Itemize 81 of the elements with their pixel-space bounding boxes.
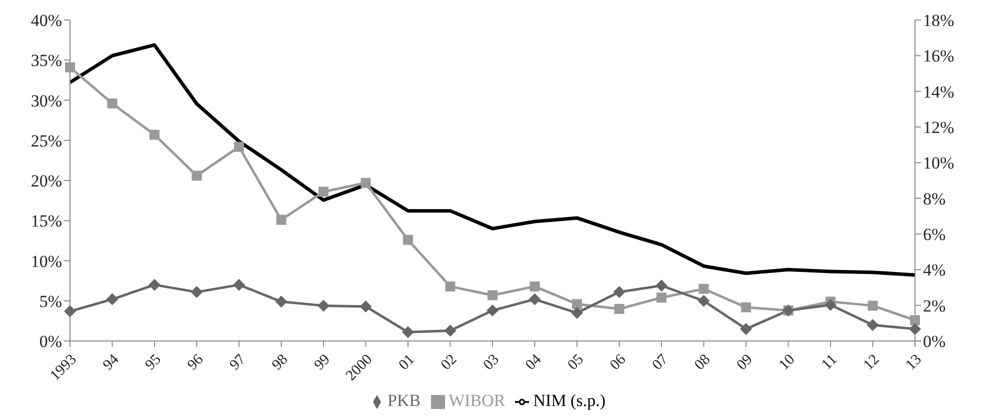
point — [65, 62, 75, 72]
x-tick-label: 01 — [396, 352, 418, 374]
x-tick-label: 10 — [776, 352, 798, 374]
y2-tick-label: 18% — [923, 11, 954, 30]
point — [107, 98, 118, 108]
x-tick-label: 97 — [226, 351, 250, 374]
point — [698, 294, 710, 307]
y2-tick-label: 6% — [923, 225, 946, 244]
point — [360, 178, 371, 188]
point — [910, 315, 920, 326]
point — [656, 292, 666, 303]
x-tick-label: 03 — [480, 352, 502, 374]
point — [318, 300, 330, 312]
y2-tick-label: 0% — [923, 332, 946, 352]
point — [488, 290, 498, 300]
point — [740, 322, 752, 335]
y-tick-label: 35% — [30, 51, 62, 70]
x-tick-label: 13 — [902, 352, 925, 374]
point — [741, 302, 751, 312]
point — [698, 284, 709, 294]
point — [571, 306, 583, 319]
y2-tick-label: 12% — [923, 118, 954, 138]
y2-tick-label: 2% — [923, 296, 946, 316]
y-tick-label: 5% — [39, 292, 62, 311]
y2-tick-label: 10% — [923, 154, 954, 173]
x-tick-label: 94 — [100, 351, 123, 374]
point — [613, 286, 626, 298]
x-tick-label: 11 — [818, 352, 840, 374]
x-tick-label: 02 — [438, 352, 460, 374]
x-tick-label: 99 — [311, 352, 334, 374]
point — [572, 299, 582, 310]
point — [106, 293, 118, 306]
point — [444, 324, 456, 337]
y2-tick-label: 14% — [923, 82, 954, 102]
y-tick-label: 15% — [30, 212, 62, 231]
point — [486, 304, 498, 317]
y-tick-label: 0% — [39, 332, 62, 352]
legend-label: WIBOR — [448, 391, 506, 410]
x-tick-label: 95 — [142, 352, 164, 374]
x-tick-label: 06 — [607, 351, 630, 374]
point — [909, 322, 921, 335]
x-tick-label: 04 — [522, 351, 546, 374]
point — [190, 286, 203, 298]
point — [360, 300, 372, 312]
x-tick-label: 09 — [734, 352, 756, 374]
legend-label: NIM (s.p.) — [533, 391, 606, 410]
point — [234, 142, 244, 152]
point — [403, 234, 413, 245]
x-tick-label: 08 — [692, 352, 714, 374]
y-tick-label: 20% — [30, 172, 62, 191]
y-tick-label: 30% — [30, 91, 62, 110]
point — [233, 278, 245, 291]
line-series — [68, 43, 917, 277]
y-tick-label: 25% — [30, 131, 62, 150]
point — [276, 214, 286, 225]
point — [318, 186, 328, 197]
point — [148, 278, 160, 291]
y2-tick-label: 4% — [923, 260, 946, 280]
x-tick-label: 05 — [564, 352, 587, 374]
point — [402, 326, 414, 338]
x-tick-label: 07 — [649, 351, 672, 374]
point — [614, 304, 624, 314]
point — [824, 298, 836, 311]
point — [656, 280, 668, 292]
legend-label: PKB — [388, 391, 421, 410]
y-tick-label: 10% — [30, 252, 62, 271]
point — [150, 130, 160, 140]
x-tick-label: 12 — [860, 352, 883, 374]
y-tick-label: 40% — [30, 11, 62, 30]
y2-tick-label: 8% — [923, 189, 946, 208]
point — [192, 170, 202, 181]
x-tick-label: 96 — [184, 351, 208, 374]
point — [530, 281, 540, 292]
y2-tick-label: 16% — [923, 46, 954, 66]
point — [445, 281, 456, 292]
point — [528, 293, 541, 306]
x-tick-label: 98 — [269, 352, 292, 374]
point — [866, 318, 879, 331]
point — [868, 300, 878, 311]
point — [64, 305, 76, 318]
point — [275, 296, 288, 308]
